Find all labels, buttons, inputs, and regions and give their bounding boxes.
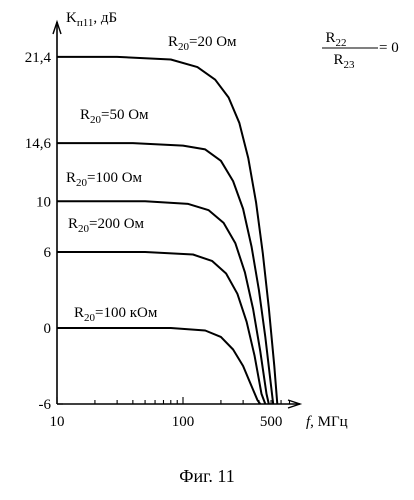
y-tick-label: 0 xyxy=(44,321,52,337)
x-tick-label: 100 xyxy=(172,414,195,430)
ratio-numerator: R22 xyxy=(325,30,346,49)
series-label-2: R20=50 Ом xyxy=(80,107,149,126)
y-axis-title: Kп11, дБ xyxy=(66,10,117,29)
figure-caption: Фиг. 11 xyxy=(0,466,414,487)
y-tick-label: 14,6 xyxy=(25,136,52,152)
ratio-denominator: R23 xyxy=(333,52,355,71)
series-label-4: R20=200 Ом xyxy=(68,216,145,235)
y-tick-label: 6 xyxy=(44,245,52,261)
labels: Kп11, дБ f, МГц R22 R23 = 0 R20=20 Ом R20=50 О… xyxy=(66,10,399,430)
series-label-3: R20=100 Ом xyxy=(66,170,143,189)
y-tick-label: 10 xyxy=(36,194,51,210)
y-tick-label: 21,4 xyxy=(25,50,52,66)
y-tick-label: -6 xyxy=(39,397,52,413)
ratio-equals: = 0 xyxy=(379,40,399,56)
series-label-1: R20=20 Ом xyxy=(168,34,237,53)
series-label-5: R20=100 кОм xyxy=(74,305,158,324)
x-tick-label: 10 xyxy=(50,414,65,430)
x-axis-title: f, МГц xyxy=(306,414,348,430)
x-tick-label: 500 xyxy=(260,414,283,430)
series-line-5 xyxy=(57,328,260,404)
